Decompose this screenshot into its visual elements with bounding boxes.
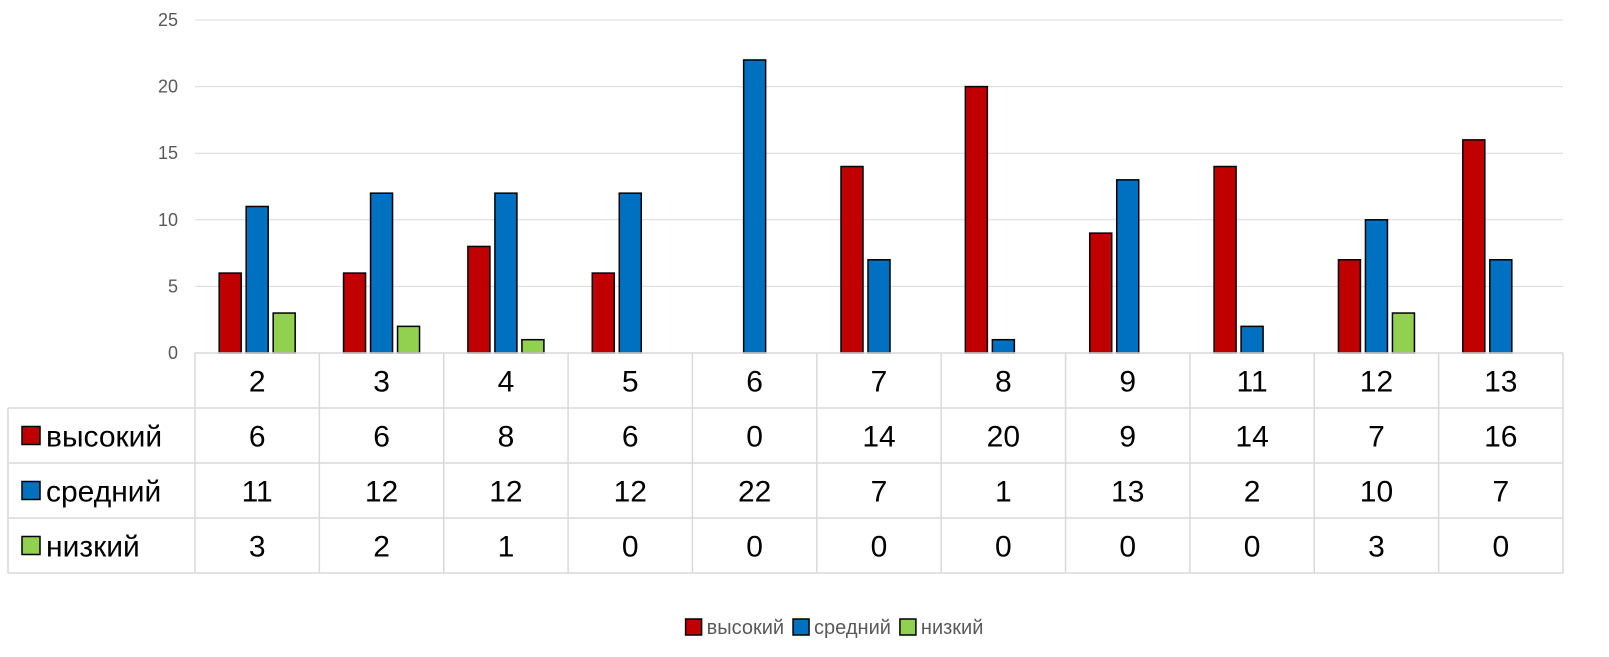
- series-name: средний: [46, 476, 161, 509]
- data-value: 20: [987, 421, 1020, 454]
- data-value: 16: [1484, 421, 1517, 454]
- data-value: 0: [746, 531, 763, 564]
- data-value: 7: [871, 476, 888, 509]
- bar: [218, 272, 242, 354]
- series-name: высокий: [46, 421, 162, 454]
- series-name: низкий: [46, 531, 140, 564]
- bar: [521, 338, 545, 354]
- bar: [1462, 139, 1486, 354]
- data-value: 8: [498, 421, 515, 454]
- data-value: 0: [1492, 531, 1509, 564]
- y-axis: 0 5 10 15 20 25: [158, 10, 178, 363]
- data-value: 6: [373, 421, 390, 454]
- data-value: 14: [1235, 421, 1268, 454]
- legend-swatch: [792, 618, 810, 636]
- bar: [1115, 179, 1140, 354]
- data-value: 2: [1244, 476, 1261, 509]
- category-label: 8: [995, 366, 1012, 399]
- y-tick-label: 10: [158, 210, 178, 230]
- data-value: 12: [365, 476, 398, 509]
- category-label: 4: [498, 366, 515, 399]
- data-value: 0: [871, 531, 888, 564]
- data-value: 14: [862, 421, 895, 454]
- bar: [840, 165, 864, 354]
- bar: [618, 192, 643, 354]
- legend-label: низкий: [921, 617, 983, 639]
- category-label: 9: [1119, 366, 1136, 399]
- data-value: 6: [249, 421, 266, 454]
- bar: [467, 245, 491, 354]
- data-value: 0: [1119, 531, 1136, 564]
- y-tick-label: 0: [168, 343, 178, 363]
- y-tick-label: 20: [158, 77, 178, 97]
- legend: высокий средний низкий: [684, 617, 983, 639]
- bar: [1337, 259, 1362, 354]
- category-label: 3: [373, 366, 390, 399]
- bar: [494, 192, 518, 354]
- legend-swatch: [899, 618, 917, 636]
- category-label: 13: [1484, 366, 1517, 399]
- bar: [1391, 312, 1416, 354]
- category-label: 6: [746, 366, 763, 399]
- series-key: [21, 535, 41, 556]
- data-value: 7: [1368, 421, 1385, 454]
- bar: [1088, 232, 1113, 354]
- y-tick-label: 25: [158, 10, 178, 30]
- data-value: 22: [738, 476, 771, 509]
- bar: [1213, 165, 1237, 354]
- bar: [867, 259, 891, 354]
- bar: [1364, 219, 1389, 354]
- legend-item: низкий: [899, 617, 983, 639]
- y-tick-label: 15: [158, 143, 178, 163]
- data-value: 6: [622, 421, 639, 454]
- data-value: 12: [614, 476, 647, 509]
- series-key: [21, 480, 41, 501]
- bar: [964, 85, 989, 354]
- data-value: 11: [242, 476, 273, 509]
- legend-item: средний: [792, 617, 891, 639]
- category-label: 7: [871, 366, 888, 399]
- data-value: 10: [1360, 476, 1393, 509]
- data-value: 13: [1111, 476, 1144, 509]
- data-value: 0: [1244, 531, 1261, 564]
- gridlines: [195, 19, 1563, 287]
- bar: [1240, 325, 1264, 354]
- bar: [245, 205, 269, 354]
- legend-item: высокий: [684, 617, 784, 639]
- bar: [991, 338, 1016, 354]
- bar: [742, 59, 767, 354]
- data-value: 3: [249, 531, 266, 564]
- series-key: [21, 425, 41, 446]
- bar: [342, 272, 367, 354]
- data-value: 1: [498, 531, 515, 564]
- data-value: 12: [489, 476, 522, 509]
- data-value: 9: [1119, 421, 1136, 454]
- data-value: 1: [995, 476, 1012, 509]
- data-value: 7: [1492, 476, 1509, 509]
- category-label: 11: [1237, 366, 1268, 399]
- category-label: 5: [622, 366, 639, 399]
- bars: [218, 59, 1513, 354]
- legend-label: высокий: [707, 617, 784, 639]
- data-value: 2: [373, 531, 390, 564]
- bar: [272, 312, 296, 354]
- bar: [1489, 259, 1513, 354]
- data-value: 0: [995, 531, 1012, 564]
- data-value: 3: [1368, 531, 1385, 564]
- data-value: 0: [746, 421, 763, 454]
- data-value: 0: [622, 531, 639, 564]
- bar: [591, 272, 616, 354]
- bar: [369, 192, 394, 354]
- category-label: 2: [249, 366, 266, 399]
- bar: [396, 325, 421, 354]
- legend-label: средний: [814, 617, 891, 639]
- category-label: 12: [1360, 366, 1393, 399]
- y-tick-label: 5: [168, 276, 178, 296]
- legend-swatch: [684, 618, 703, 636]
